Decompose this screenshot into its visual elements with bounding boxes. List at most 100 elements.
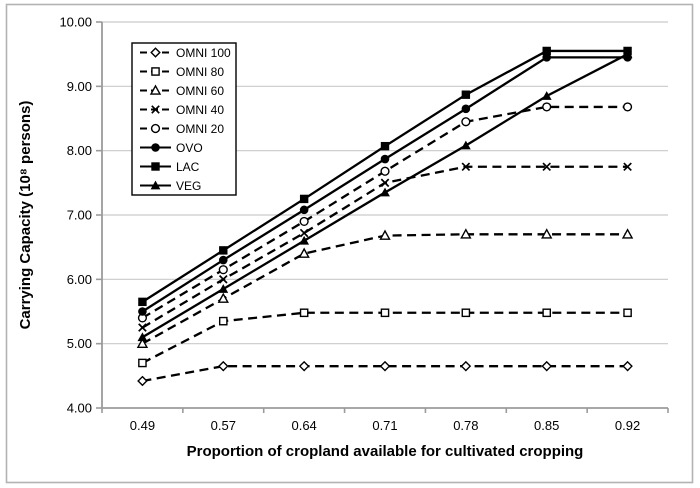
series-line-omni-60 bbox=[141, 233, 628, 345]
x-tick-label: 0.85 bbox=[534, 418, 559, 433]
legend-label: OMNI 40 bbox=[176, 103, 224, 117]
legend-entry-omni-20: OMNI 20 bbox=[140, 122, 224, 136]
series-marker-omni-100 bbox=[541, 360, 553, 372]
series-marker-omni-100 bbox=[460, 360, 472, 372]
legend-entry-omni-60: OMNI 60 bbox=[140, 84, 224, 98]
legend-label: VEG bbox=[176, 179, 201, 193]
series-marker-omni-40 bbox=[461, 162, 471, 172]
legend-entry-omni-80: OMNI 80 bbox=[140, 65, 224, 79]
legend-label: OMNI 80 bbox=[176, 65, 224, 79]
legend-label: OMNI 60 bbox=[176, 84, 224, 98]
series-marker-omni-100 bbox=[298, 360, 310, 372]
x-tick-label: 0.71 bbox=[372, 418, 397, 433]
series-marker-omni-100 bbox=[379, 360, 391, 372]
series-marker-omni-40 bbox=[623, 162, 632, 172]
series-marker-omni-100 bbox=[217, 360, 229, 372]
legend: OMNI 100 OMNI 80 OMNI 60 OMNI 40 OMNI 20 OVO L… bbox=[131, 42, 237, 196]
y-axis-title: Carrying Capacity (10⁸ persons) bbox=[17, 101, 34, 330]
series-marker-omni-60 bbox=[379, 229, 391, 240]
series-marker-lac bbox=[138, 297, 147, 307]
series-marker-omni-20 bbox=[461, 117, 471, 127]
series-marker-veg bbox=[622, 49, 633, 59]
series-marker-omni-60 bbox=[541, 228, 553, 239]
series-marker-lac bbox=[219, 246, 228, 255]
series-omni-20 bbox=[137, 102, 633, 323]
series-marker-omni-40 bbox=[138, 323, 147, 332]
series-marker-ovo bbox=[138, 307, 147, 316]
series-marker-ovo bbox=[380, 154, 390, 164]
series-marker-lac bbox=[299, 194, 309, 204]
series-marker-omni-80 bbox=[380, 308, 390, 318]
series-veg bbox=[137, 49, 633, 342]
x-axis-title: Proportion of cropland available for cul… bbox=[187, 443, 584, 460]
series-marker-omni-60 bbox=[217, 292, 229, 303]
series-marker-veg bbox=[299, 235, 310, 245]
series-marker-omni-80 bbox=[138, 358, 147, 368]
x-tick-label: 0.64 bbox=[291, 418, 316, 433]
series-marker-omni-60 bbox=[136, 337, 149, 348]
x-tick-label: 0.78 bbox=[453, 418, 478, 433]
y-tick-label: 9.00 bbox=[67, 79, 92, 94]
legend-label: LAC bbox=[176, 160, 200, 174]
legend-marker-diamond-open bbox=[150, 47, 161, 58]
figure-border bbox=[5, 3, 694, 484]
series-marker-omni-20 bbox=[622, 102, 633, 112]
legend-label: OMNI 20 bbox=[176, 122, 224, 136]
y-tick-label: 5.00 bbox=[67, 336, 92, 351]
series-marker-veg bbox=[380, 187, 390, 197]
legend-marker-x bbox=[151, 105, 160, 114]
legend-entry-omni-40: OMNI 40 bbox=[140, 103, 224, 117]
series-omni-100 bbox=[137, 360, 633, 387]
series-marker-omni-60 bbox=[621, 228, 634, 239]
series-marker-omni-80 bbox=[623, 308, 632, 318]
series-marker-omni-40 bbox=[218, 275, 228, 284]
series-marker-omni-100 bbox=[137, 375, 148, 387]
legend-marker-circle-filled bbox=[151, 143, 160, 152]
legend-label: OVO bbox=[176, 141, 203, 155]
legend-marker-triangle-open bbox=[149, 84, 162, 95]
legend-entry-ovo: OVO bbox=[140, 141, 203, 155]
x-tick-label: 0.49 bbox=[130, 418, 155, 433]
legend-entry-lac: LAC bbox=[140, 160, 200, 174]
series-line-omni-80 bbox=[141, 311, 628, 364]
y-tick-label: 8.00 bbox=[67, 143, 92, 158]
series-marker-omni-40 bbox=[299, 228, 309, 238]
series-marker-omni-80 bbox=[299, 308, 309, 318]
series-marker-omni-20 bbox=[299, 216, 309, 227]
series-marker-omni-40 bbox=[380, 178, 390, 188]
series-marker-ovo bbox=[461, 104, 471, 114]
series-marker-omni-100 bbox=[622, 360, 633, 372]
series-marker-omni-80 bbox=[542, 308, 552, 318]
legend-label: OMNI 100 bbox=[176, 46, 231, 60]
legend-box bbox=[131, 42, 237, 196]
series-marker-omni-60 bbox=[298, 247, 310, 258]
series-marker-ovo bbox=[299, 205, 309, 215]
series-marker-veg bbox=[137, 332, 148, 342]
series-marker-omni-20 bbox=[218, 265, 228, 275]
legend-marker-square-open bbox=[151, 67, 160, 76]
series-marker-lac bbox=[380, 141, 390, 151]
series-marker-lac bbox=[461, 90, 471, 99]
series-marker-omni-80 bbox=[461, 308, 471, 318]
legend-entry-omni-100: OMNI 100 bbox=[140, 46, 231, 60]
series-marker-omni-40 bbox=[542, 162, 552, 172]
y-tick-label: 4.00 bbox=[67, 401, 92, 416]
x-tick-label: 0.57 bbox=[211, 418, 236, 433]
series-marker-ovo bbox=[542, 53, 552, 62]
legend-marker-square-filled bbox=[151, 162, 160, 171]
legend-entry-veg: VEG bbox=[140, 179, 201, 193]
legend-marker-circle-open bbox=[150, 123, 161, 134]
series-omni-60 bbox=[136, 228, 634, 348]
series-marker-veg bbox=[460, 140, 471, 150]
series-marker-omni-60 bbox=[460, 228, 472, 239]
series-marker-lac bbox=[542, 46, 551, 56]
series-marker-ovo bbox=[218, 255, 228, 265]
series-omni-80 bbox=[138, 308, 632, 368]
series-marker-veg bbox=[218, 284, 229, 293]
series-omni-40 bbox=[138, 162, 632, 332]
series-marker-omni-20 bbox=[380, 166, 390, 176]
y-tick-label: 7.00 bbox=[67, 208, 92, 223]
x-tick-label: 0.92 bbox=[615, 418, 640, 433]
